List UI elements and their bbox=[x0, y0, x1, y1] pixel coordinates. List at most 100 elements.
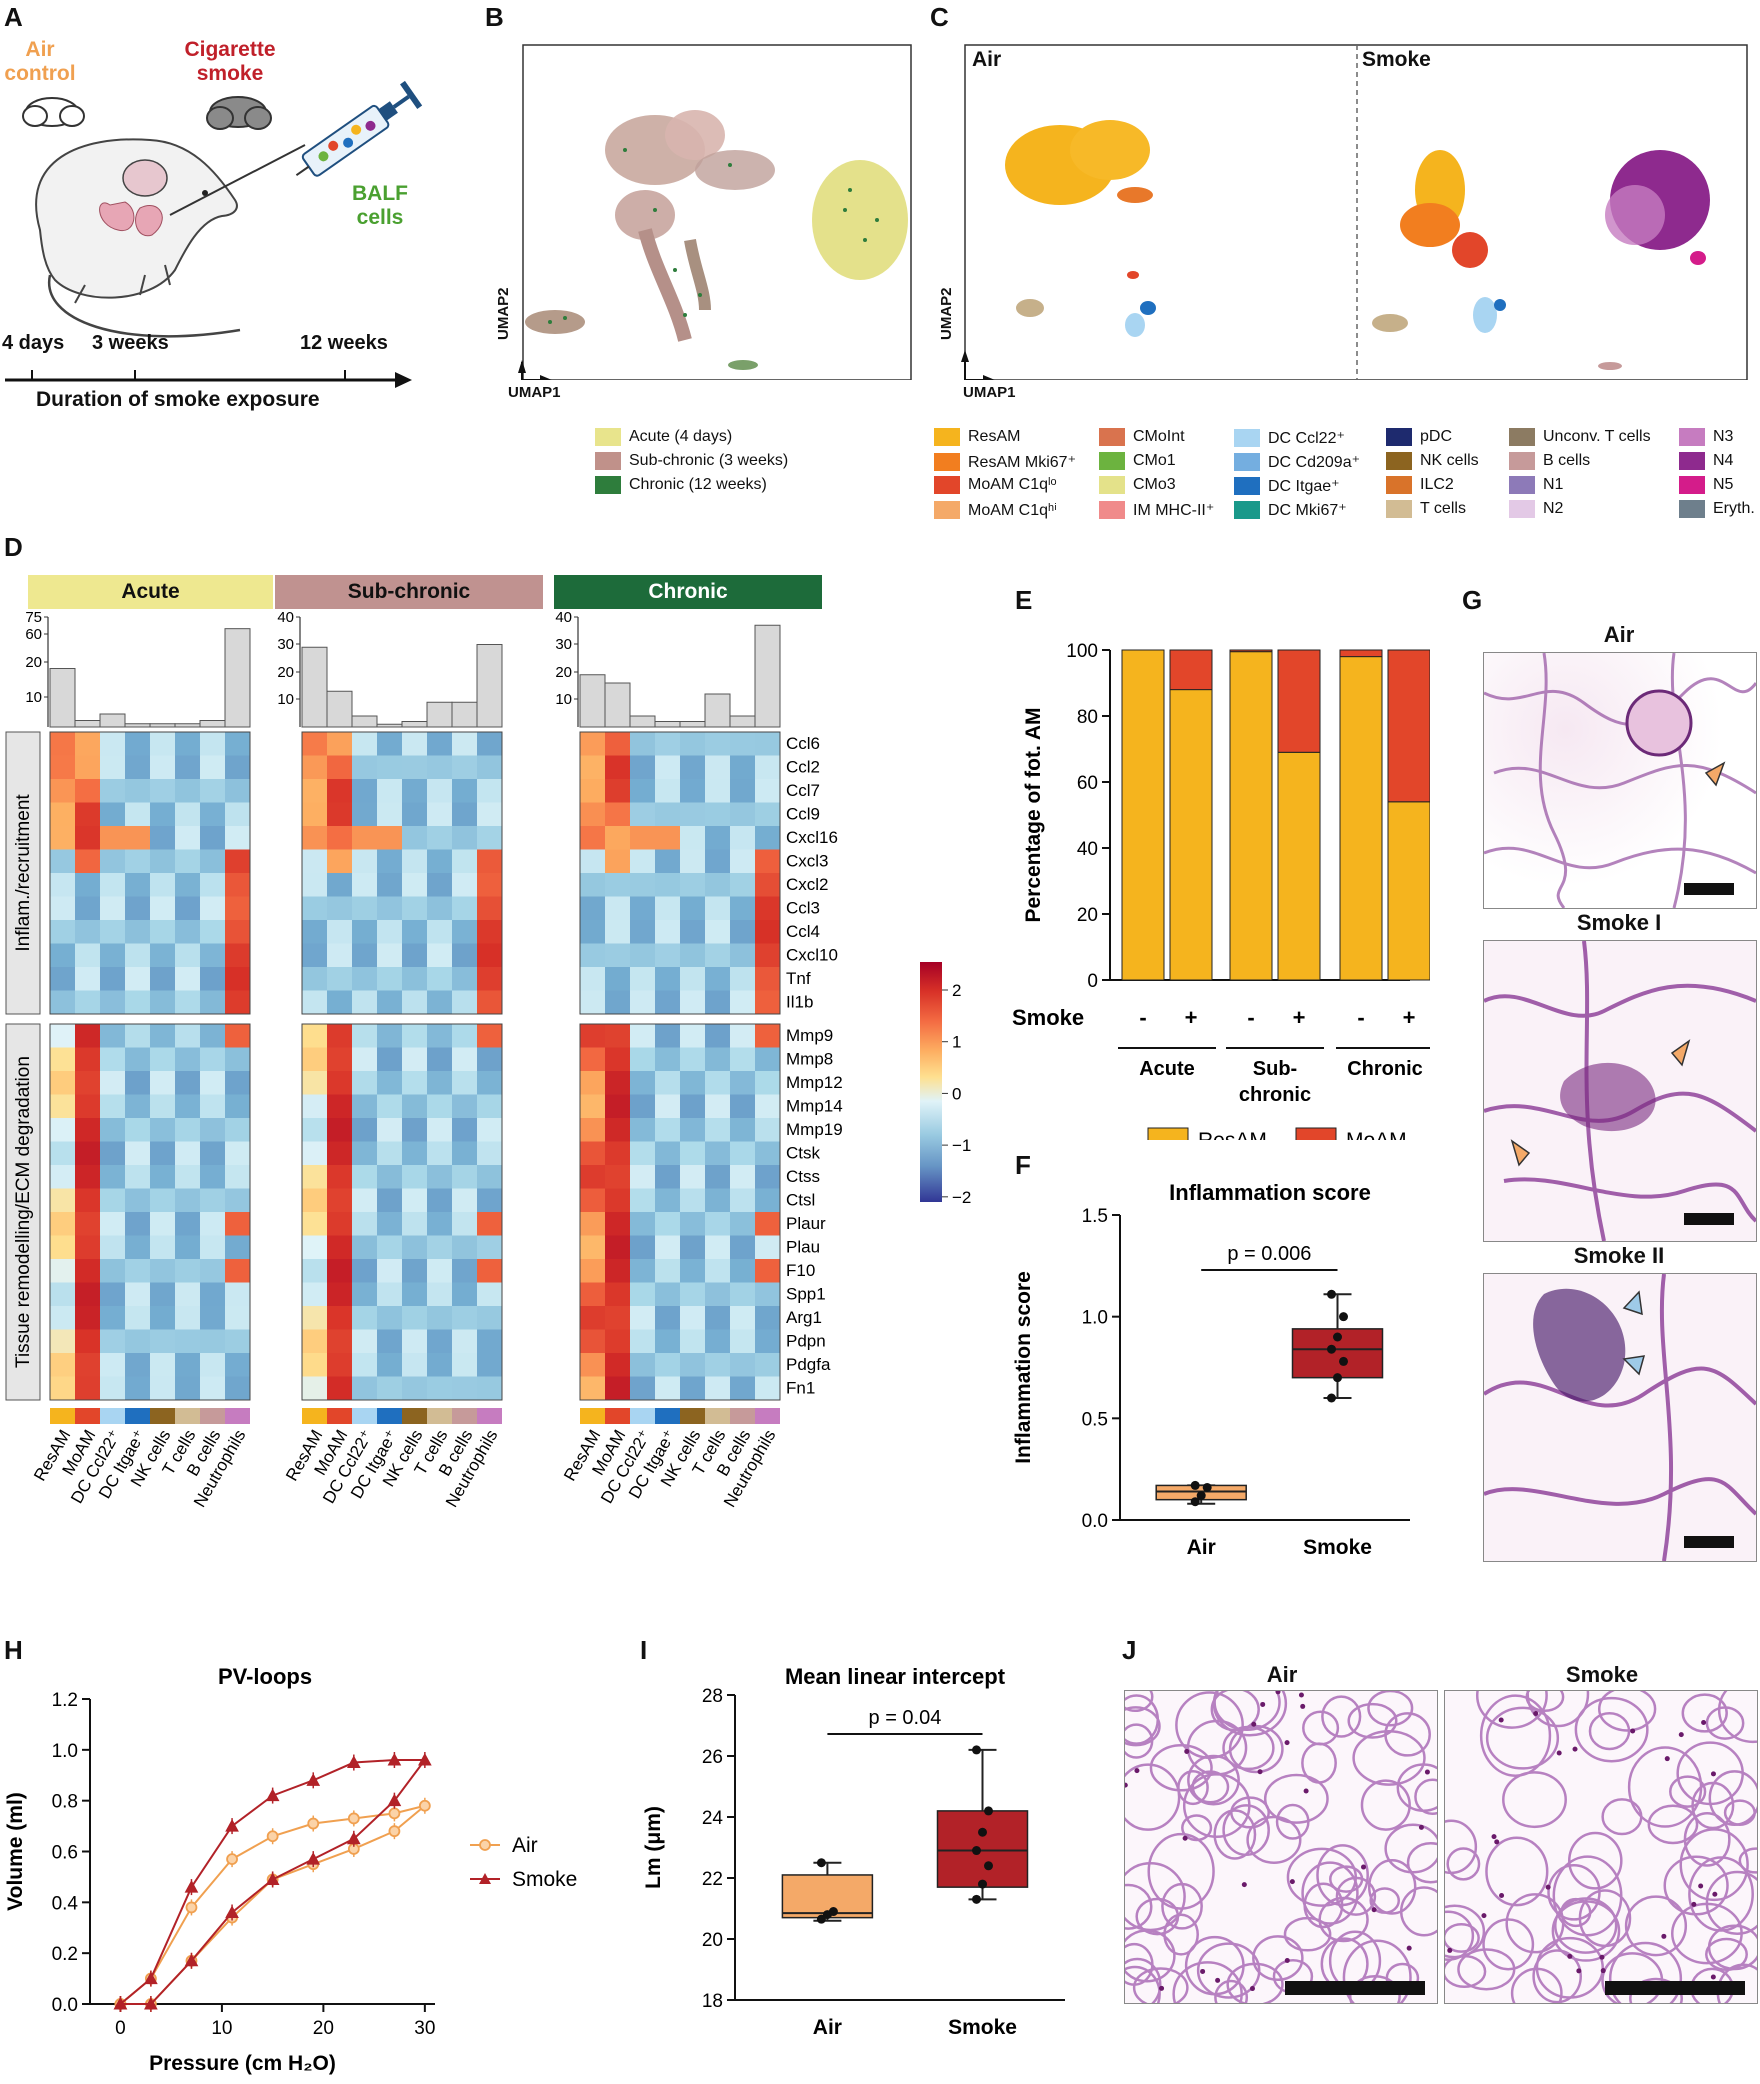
heatmap-cell bbox=[730, 1306, 755, 1330]
alveolus bbox=[1125, 1957, 1162, 2003]
heatmap-cell bbox=[477, 1165, 502, 1189]
heatmap-cell bbox=[427, 849, 452, 873]
heatmap-cell bbox=[655, 849, 680, 873]
data-point bbox=[306, 1852, 321, 1865]
legend-swatch bbox=[934, 501, 960, 519]
heatmap-cell bbox=[225, 779, 250, 803]
heatmap-cell bbox=[150, 826, 175, 850]
legend-swatch bbox=[1679, 428, 1705, 446]
data-point bbox=[226, 1853, 238, 1866]
data-point bbox=[144, 1971, 158, 1985]
heatmap-cell bbox=[452, 849, 477, 873]
nucleus bbox=[1257, 1769, 1263, 1775]
gene-label: Cxcl2 bbox=[786, 875, 829, 894]
count-bar bbox=[199, 720, 226, 728]
umap-b-plot bbox=[518, 44, 912, 385]
heatmap-cell bbox=[755, 1212, 780, 1236]
heatmap-cell bbox=[755, 1235, 780, 1259]
umap-c-air-title: Air bbox=[972, 48, 1002, 71]
heatmap-cell bbox=[100, 1212, 125, 1236]
heatmap-cell bbox=[75, 1141, 100, 1165]
stacked-bar-resam bbox=[1339, 656, 1383, 981]
y-tick-label: 1.0 bbox=[52, 1741, 78, 1762]
air-control-line1: Air bbox=[25, 38, 55, 61]
alveolus bbox=[1608, 1941, 1683, 2003]
heatmap-cell bbox=[730, 990, 755, 1014]
heatmap-cell bbox=[477, 920, 502, 944]
heatmap-cell bbox=[630, 920, 655, 944]
alveolus bbox=[1446, 1847, 1481, 1881]
heatmap-cell bbox=[730, 1071, 755, 1095]
heatmap-cell bbox=[580, 849, 605, 873]
legend-label: DC Cd209a⁺ bbox=[1268, 454, 1361, 471]
alveolus bbox=[1147, 1832, 1215, 1910]
cell-type-swatch bbox=[125, 1408, 150, 1424]
heatmap-cell bbox=[327, 802, 352, 826]
heatmap-cell bbox=[302, 873, 327, 897]
heatmap-cell bbox=[630, 1071, 655, 1095]
heatmap-cell bbox=[605, 849, 630, 873]
cell-type-swatch bbox=[605, 1408, 630, 1424]
heatmap-cell bbox=[655, 943, 680, 967]
heatmap-cell bbox=[452, 1047, 477, 1071]
legend-swatch bbox=[595, 452, 621, 470]
heatmap-cell bbox=[100, 873, 125, 897]
heatmap-cell bbox=[402, 1165, 427, 1189]
nucleus bbox=[1289, 1879, 1295, 1885]
heatmap-cell bbox=[580, 1353, 605, 1377]
smoke-indicator: + bbox=[1185, 1005, 1198, 1030]
heatmap-cell bbox=[50, 1329, 75, 1353]
heatmap-cell bbox=[327, 849, 352, 873]
heatmap-cell bbox=[352, 849, 377, 873]
heatmap-cell bbox=[605, 896, 630, 920]
heatmap-cell bbox=[100, 896, 125, 920]
heatmap-cell bbox=[655, 1094, 680, 1118]
heatmap-cell bbox=[175, 1047, 200, 1071]
heatmap-cell bbox=[302, 1118, 327, 1142]
panel-label-h: H bbox=[4, 1635, 23, 1665]
umap-c-ylabel: UMAP2 bbox=[938, 287, 955, 340]
heatmap-cell bbox=[200, 1024, 225, 1048]
cell-type-swatch bbox=[150, 1408, 175, 1424]
heatmap-cell bbox=[225, 849, 250, 873]
heatmap-cell bbox=[125, 1282, 150, 1306]
alveolus bbox=[1588, 1711, 1631, 1751]
heatmap-cell bbox=[705, 943, 730, 967]
heatmap-cell bbox=[100, 967, 125, 991]
heatmap-cell bbox=[655, 1118, 680, 1142]
heatmap-cell bbox=[125, 1188, 150, 1212]
heatmap-cell bbox=[377, 849, 402, 873]
legend-c-item: DC Cd209a⁺ bbox=[1234, 452, 1360, 472]
heatmap-cell bbox=[302, 1024, 327, 1048]
heatmap-cell bbox=[302, 1094, 327, 1118]
panel-b: UMAP2 bbox=[495, 40, 915, 385]
y-tick-label: 100 bbox=[1066, 641, 1098, 662]
heatmap-cell bbox=[452, 1212, 477, 1236]
heatmap-cell bbox=[200, 779, 225, 803]
heatmap-cell bbox=[302, 943, 327, 967]
alveolus bbox=[1482, 1918, 1535, 1971]
heatmap-cell bbox=[100, 1094, 125, 1118]
heatmap-cell bbox=[630, 849, 655, 873]
heatmap-cell bbox=[755, 990, 780, 1014]
cell-type-swatch bbox=[302, 1408, 327, 1424]
gene-label: Plaur bbox=[786, 1214, 826, 1233]
heatmap-cell bbox=[605, 1376, 630, 1400]
heatmap-cell bbox=[200, 1259, 225, 1283]
heatmap-cell bbox=[580, 826, 605, 850]
legend-label: N2 bbox=[1543, 500, 1564, 517]
heatmap-cell bbox=[730, 779, 755, 803]
legend-c-item: IM MHC-II⁺ bbox=[1099, 500, 1214, 520]
row-group-box bbox=[5, 1023, 41, 1401]
heatmap-cell bbox=[402, 1329, 427, 1353]
gene-label: Plau bbox=[786, 1238, 820, 1257]
heatmap-cell bbox=[730, 1024, 755, 1048]
heatmap-cell bbox=[75, 1024, 100, 1048]
alveolus bbox=[1125, 1706, 1161, 1747]
nucleus bbox=[1691, 1901, 1697, 1907]
legend-label: N1 bbox=[1543, 476, 1564, 493]
heatmap-cell bbox=[352, 896, 377, 920]
x-axis-title: Pressure (cm H₂O) bbox=[149, 2052, 336, 2075]
heatmap-cell bbox=[75, 1188, 100, 1212]
heatmap-cell bbox=[580, 896, 605, 920]
